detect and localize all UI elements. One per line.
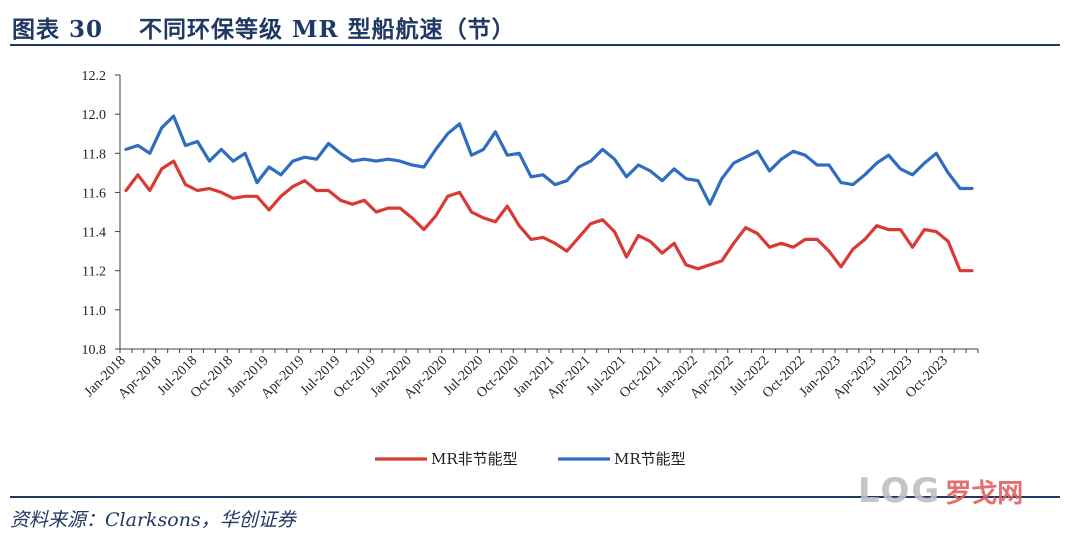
y-tick-label: 12.0 (82, 108, 107, 123)
chart-title: 图表 30 不同环保等级 MR 型船航速（节） (12, 16, 516, 43)
source-note: 资料来源：Clarksons，华创证券 (10, 509, 296, 531)
title-bar: 图表 30 不同环保等级 MR 型船航速（节） (10, 6, 1060, 46)
y-tick-label: 11.0 (82, 304, 106, 319)
source-divider (10, 496, 1060, 498)
y-tick-label: 12.2 (82, 69, 107, 84)
y-tick-label: 11.6 (82, 186, 106, 201)
watermark-logo-text: LOG (858, 471, 942, 511)
y-tick-label: 11.8 (82, 147, 106, 162)
watermark: LOG 罗戈网 (858, 470, 1068, 512)
watermark-brand-text: 罗戈网 (945, 478, 1024, 509)
series-line-mr-eco (124, 114, 974, 206)
legend-label-mr-non-eco: MR非节能型 (431, 450, 518, 468)
y-tick-label: 10.8 (82, 343, 107, 358)
y-tick-label: 11.2 (82, 265, 106, 280)
y-tick-label: 11.4 (82, 226, 106, 241)
line-chart: 10.811.011.211.411.611.812.012.2Jan-2018… (82, 69, 979, 468)
legend-label-mr-eco: MR节能型 (614, 450, 686, 468)
series-line-mr-non-eco (124, 159, 974, 273)
